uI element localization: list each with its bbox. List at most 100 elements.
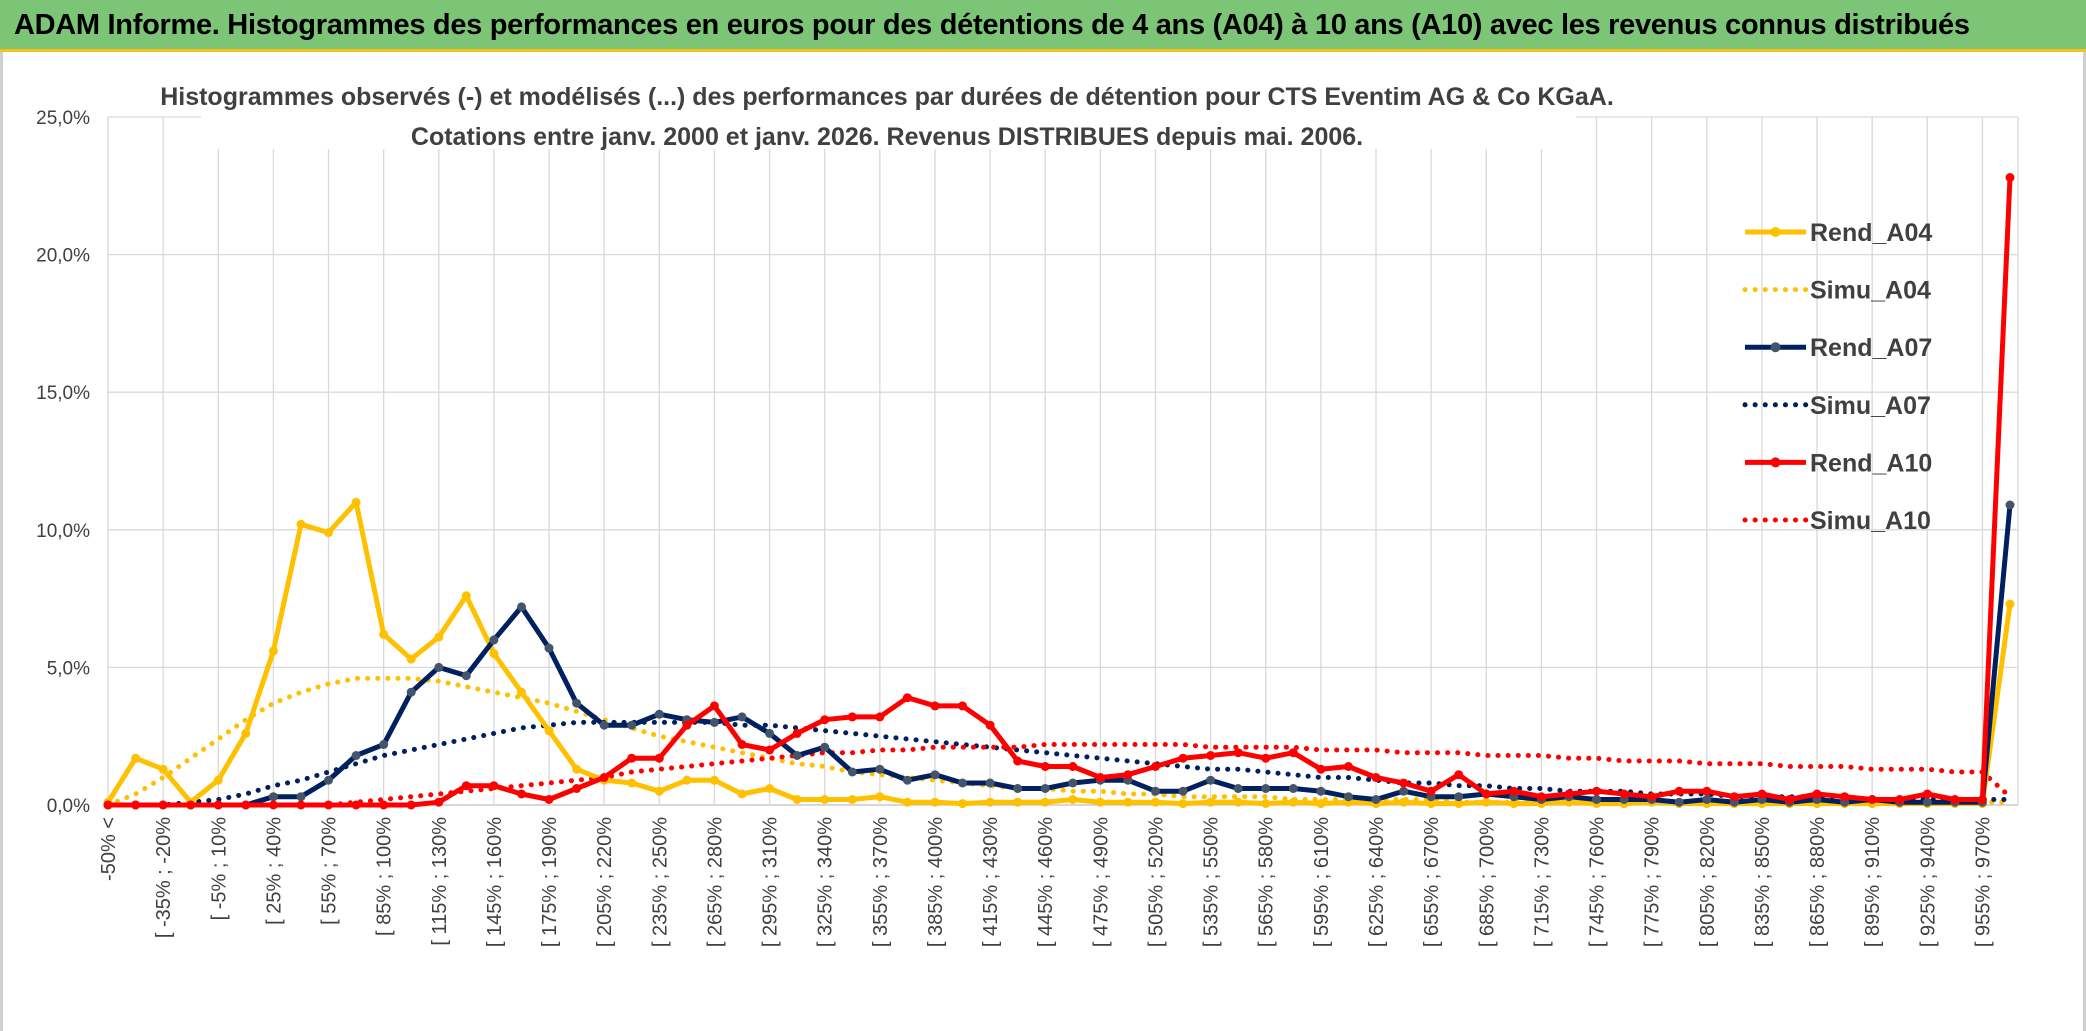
data-point <box>1977 795 1987 804</box>
data-point <box>1674 797 1684 807</box>
data-point <box>902 693 912 703</box>
data-point <box>544 795 554 804</box>
data-point <box>1151 786 1160 796</box>
x-tick-label: [ 385% ; 400% <box>925 817 947 947</box>
data-point <box>1454 799 1464 809</box>
chart-frame: Histogrammes observés (-) et modélisés (… <box>0 52 2086 1031</box>
data-point <box>1013 784 1023 793</box>
x-tick-label: [ 655% ; 670% <box>1421 817 1443 947</box>
banner-title: ADAM Informe. Histogrammes des performan… <box>14 9 1970 41</box>
data-point <box>930 797 940 807</box>
y-tick-label: 0,0% <box>47 796 90 817</box>
data-point <box>1261 784 1271 793</box>
data-point <box>1206 775 1216 785</box>
data-point <box>930 701 940 711</box>
data-point <box>875 764 885 774</box>
data-point <box>1068 778 1078 788</box>
x-tick-label: [ 415% ; 430% <box>980 817 1002 947</box>
data-point <box>847 795 857 804</box>
data-point <box>2005 500 2015 510</box>
data-point <box>958 799 967 809</box>
data-point <box>1233 748 1243 758</box>
data-point <box>517 789 526 799</box>
data-point <box>544 643 554 653</box>
data-point <box>1288 748 1298 758</box>
data-point <box>1040 797 1050 807</box>
data-point <box>682 720 692 730</box>
data-point <box>792 751 802 760</box>
data-point <box>1178 753 1188 763</box>
y-tick-label: 5,0% <box>47 658 90 679</box>
data-point <box>1840 792 1850 802</box>
series-line <box>108 177 2013 808</box>
data-point <box>406 687 416 697</box>
data-point <box>489 635 499 645</box>
data-point <box>765 728 775 738</box>
data-point <box>1950 795 1960 804</box>
data-point <box>792 795 802 804</box>
legend-label: Rend_A04 <box>1810 219 1932 247</box>
data-point <box>1151 762 1160 771</box>
data-point <box>709 701 719 711</box>
data-point <box>213 775 223 785</box>
chart-title-line-1: Histogrammes observés (-) et modélisés (… <box>160 83 1614 111</box>
data-point <box>351 751 361 760</box>
data-point <box>379 740 389 749</box>
data-point <box>103 800 113 810</box>
x-tick-label: [ 145% ; 160% <box>484 817 506 947</box>
data-point <box>489 649 499 659</box>
x-tick-label: [ 715% ; 730% <box>1531 817 1553 947</box>
data-point <box>296 519 306 529</box>
data-point <box>158 764 168 774</box>
data-point <box>1592 786 1601 796</box>
data-point <box>1509 799 1519 809</box>
data-point <box>627 720 637 730</box>
data-point <box>1178 799 1188 809</box>
data-point <box>902 797 912 807</box>
data-point <box>627 778 637 788</box>
data-point <box>1288 784 1298 793</box>
data-point <box>131 753 141 763</box>
x-tick-label: [ 445% ; 460% <box>1035 817 1057 947</box>
data-point <box>1343 762 1353 771</box>
x-tick-label: [ 925% ; 940% <box>1917 817 1939 947</box>
data-point <box>737 789 747 799</box>
series-line <box>105 719 2013 808</box>
x-axis: -50% < [ -35% ; -20% [ -5% ; 10% [ 25% ; 40… <box>98 817 1994 947</box>
legend-marker <box>1770 342 1781 353</box>
x-tick-label: [ 85% ; 100% <box>374 817 396 936</box>
data-point <box>1316 786 1326 796</box>
data-point <box>324 800 333 810</box>
data-point <box>241 728 251 738</box>
data-point <box>461 781 471 791</box>
series-rend-a04 <box>103 497 2015 809</box>
data-point <box>1399 797 1409 807</box>
data-point <box>1867 795 1877 804</box>
data-point <box>737 712 747 722</box>
data-point <box>1343 792 1353 802</box>
data-point <box>351 497 361 507</box>
grid-layer <box>107 116 2019 806</box>
y-tick-label: 25,0% <box>36 108 90 129</box>
data-point <box>1233 797 1243 807</box>
x-tick-label: [ -35% ; -20% <box>153 817 175 938</box>
data-point <box>1481 789 1491 799</box>
data-point <box>599 720 609 730</box>
data-point <box>1316 764 1326 774</box>
data-point <box>434 662 444 672</box>
data-point <box>268 646 278 656</box>
x-tick-label: [ 625% ; 640% <box>1366 817 1388 947</box>
legend-label: Rend_A10 <box>1810 449 1932 477</box>
x-tick-label: [ -5% ; 10% <box>208 817 230 921</box>
x-tick-label: [ 745% ; 760% <box>1587 817 1609 947</box>
data-point <box>792 728 802 738</box>
x-tick-label: [ 25% ; 40% <box>263 817 285 925</box>
x-tick-label: [ 355% ; 370% <box>870 817 892 947</box>
data-point <box>1151 797 1160 807</box>
data-point <box>1922 797 1932 807</box>
x-tick-label: [ 565% ; 580% <box>1256 817 1278 947</box>
x-tick-label: [ 175% ; 190% <box>539 817 561 947</box>
data-point <box>1095 773 1105 782</box>
x-tick-label: [ 325% ; 340% <box>815 817 837 947</box>
series-simu-a07 <box>105 719 2013 808</box>
